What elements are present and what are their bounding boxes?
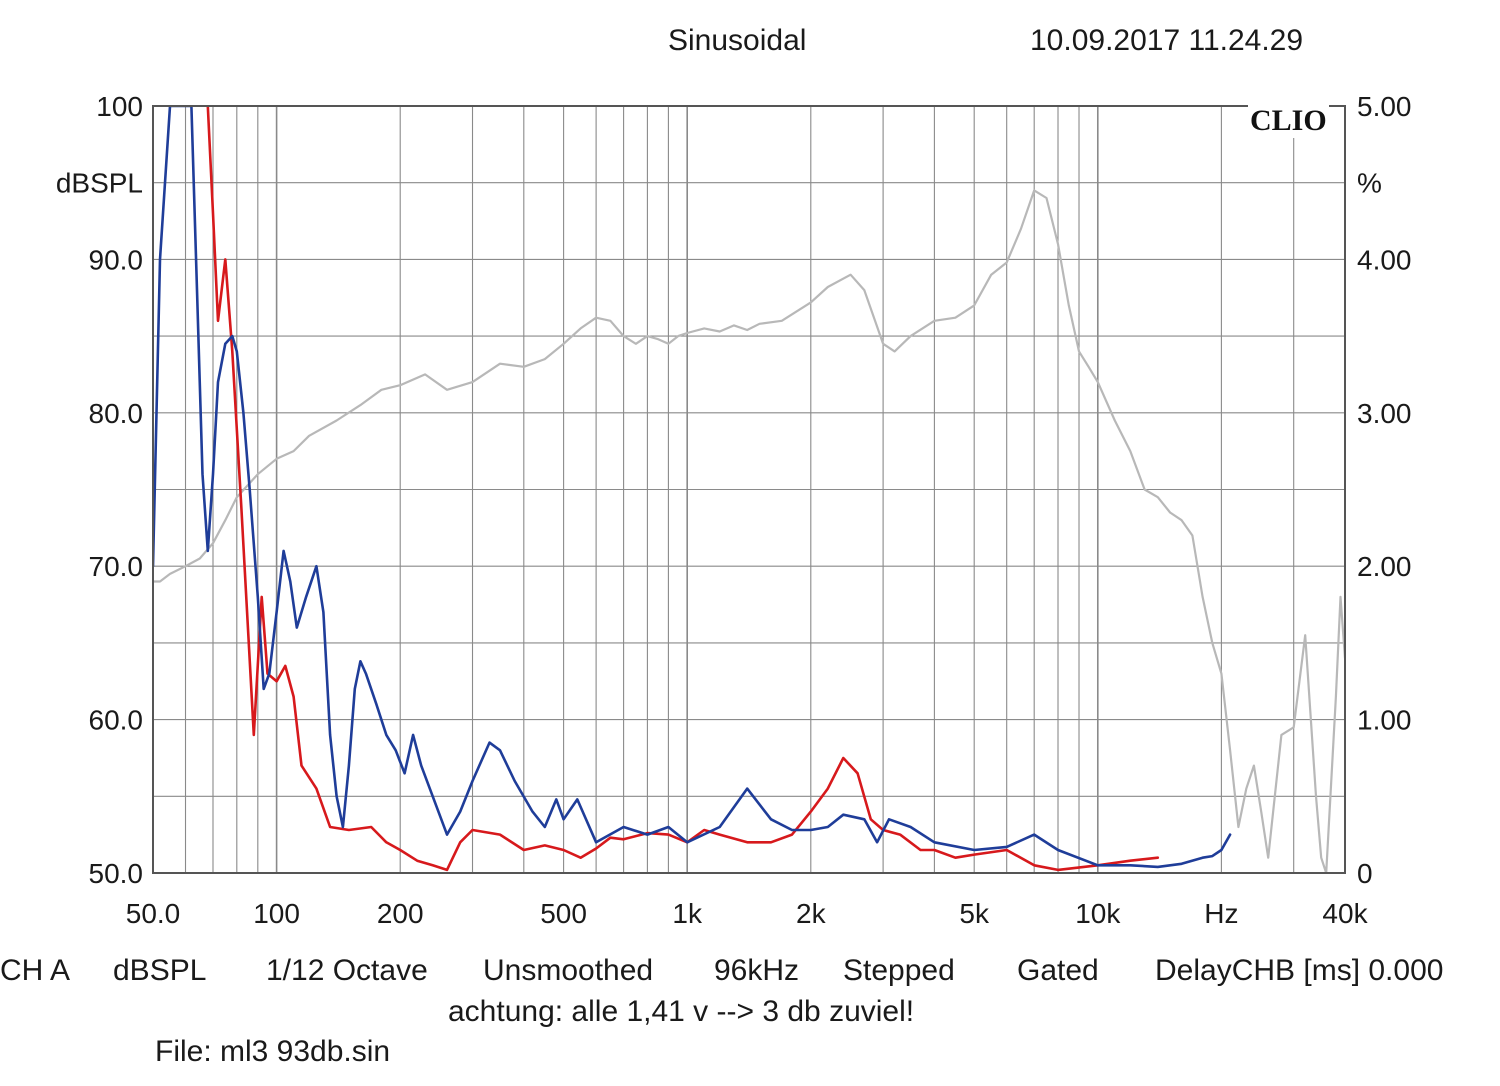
octave-label: 1/12 Octave	[266, 954, 428, 987]
right-tick-label: 0	[1357, 858, 1373, 889]
plot-border	[152, 105, 1346, 874]
left-tick-label: 70.0	[89, 551, 144, 582]
left-tick-label: 90.0	[89, 244, 144, 275]
right-tick-label: 5.00	[1357, 91, 1412, 122]
delay-label: DelayCHB [ms] 0.000	[1155, 954, 1444, 987]
x-tick-label: 5k	[959, 898, 990, 929]
x-tick-label: 1k	[672, 898, 703, 929]
left-tick-label: 80.0	[89, 398, 144, 429]
right-tick-label: 3.00	[1357, 398, 1412, 429]
series-line-1	[206, 106, 1160, 872]
channel-label: CH A	[0, 954, 71, 987]
plot-frame	[152, 105, 1346, 874]
gating-label: Gated	[1017, 954, 1099, 987]
left-tick-label: 60.0	[89, 705, 144, 736]
frequency-response-chart: 50.0 60.0 70.0 80.0 90.0 100 0 1.00 2.00 3.00 4.00…	[56, 91, 1412, 929]
unit-label: dBSPL	[113, 954, 207, 987]
rate-label: 96kHz	[714, 954, 800, 987]
x-tick-label: 2k	[796, 898, 827, 929]
axis-labels: 50.0 60.0 70.0 80.0 90.0 100 0 1.00 2.00 3.00 4.00…	[56, 91, 1412, 929]
x-tick-label: 200	[377, 898, 424, 929]
chart-header-datetime: 10.09.2017 11.24.29	[1030, 24, 1304, 57]
right-tick-label: 2.00	[1357, 551, 1412, 582]
left-tick-label: 50.0	[89, 858, 144, 889]
series-layer	[153, 106, 1345, 873]
x-tick-label: 50.0	[126, 898, 181, 929]
x-tick-label: Hz	[1204, 898, 1238, 929]
note-text: achtung: alle 1,41 v --> 3 db zuviel!	[448, 995, 915, 1028]
x-tick-label: 100	[253, 898, 300, 929]
x-tick-label: 500	[540, 898, 587, 929]
chart-header-title: Sinusoidal	[668, 24, 807, 57]
smoothing-label: Unsmoothed	[483, 954, 654, 987]
series-line-2	[153, 106, 1232, 869]
x-tick-label: 40k	[1322, 898, 1368, 929]
left-axis-unit: dBSPL	[56, 168, 143, 199]
mode-label: Stepped	[843, 954, 955, 987]
series-line-0	[153, 189, 1345, 873]
right-axis-unit: %	[1357, 168, 1382, 199]
grid-layer	[153, 106, 1345, 873]
left-tick-label: 100	[96, 91, 143, 122]
x-tick-label: 10k	[1075, 898, 1121, 929]
right-tick-label: 1.00	[1357, 705, 1412, 736]
file-name: File: ml3 93db.sin	[155, 1035, 391, 1068]
clio-logo: CLIO	[1248, 104, 1329, 138]
right-tick-label: 4.00	[1357, 244, 1412, 275]
